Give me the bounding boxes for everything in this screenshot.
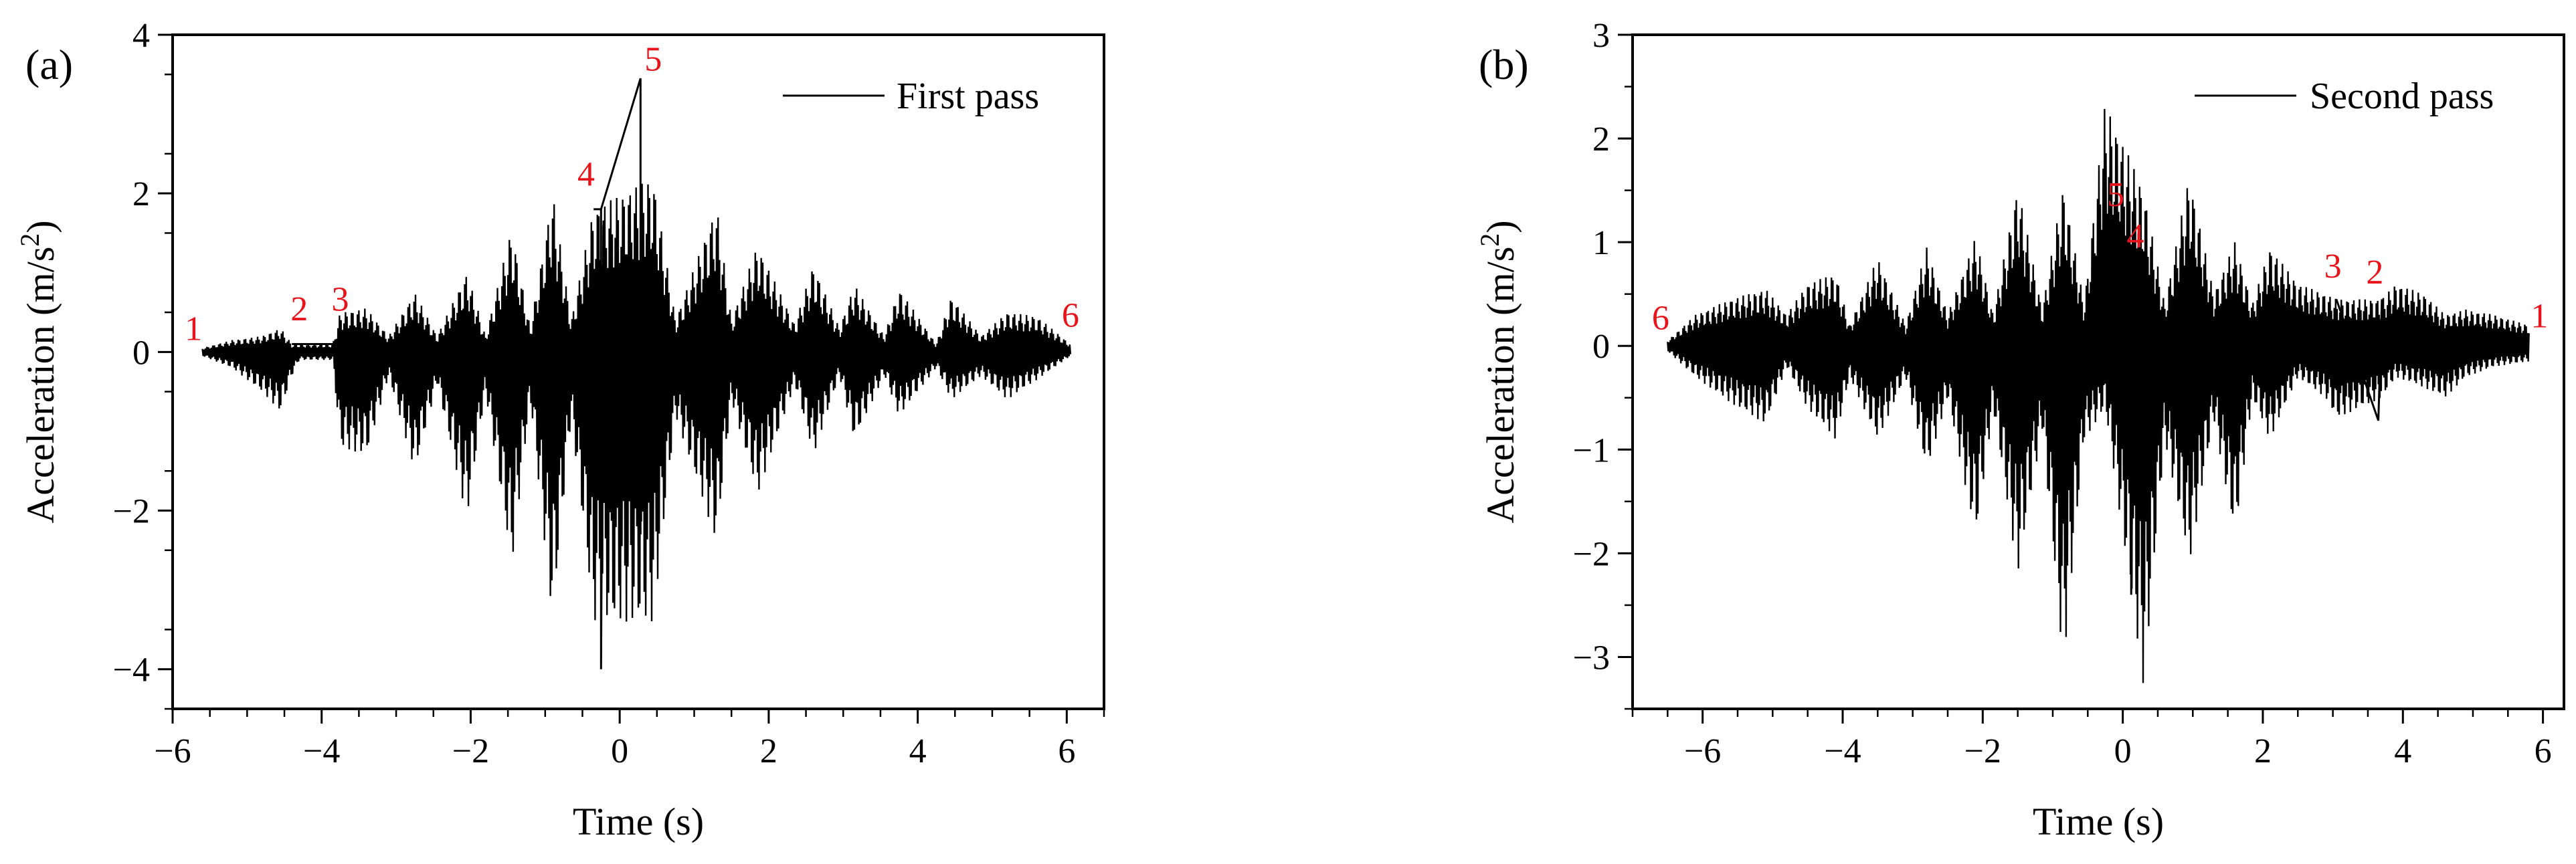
point-label: 1 bbox=[2531, 297, 2548, 335]
point-label: 6 bbox=[1062, 296, 1079, 334]
x-tick-label: 4 bbox=[2394, 732, 2411, 770]
signal-trace bbox=[201, 183, 1072, 622]
y-tick-label: 3 bbox=[1592, 17, 1610, 55]
x-tick-label: −2 bbox=[452, 732, 489, 770]
y-tick-label: 1 bbox=[1592, 224, 1610, 262]
panel-label: (a) bbox=[25, 41, 73, 88]
y-tick-label: −2 bbox=[113, 493, 150, 531]
y-tick-label: −3 bbox=[1573, 639, 1610, 677]
signal-segment bbox=[2108, 221, 2134, 595]
signal-segment bbox=[593, 78, 642, 535]
point-label: 3 bbox=[2324, 247, 2342, 286]
legend: First pass bbox=[783, 76, 1039, 117]
signal-trace bbox=[1667, 108, 2530, 683]
y-tick-label: −4 bbox=[113, 651, 150, 689]
x-tick-label: −4 bbox=[1824, 732, 1861, 770]
y-axis-title: Acceleration (m/s2) bbox=[15, 220, 62, 523]
point-label: 4 bbox=[2126, 217, 2144, 255]
signal-segment bbox=[2335, 298, 2383, 421]
point-label: 6 bbox=[1652, 299, 1669, 337]
plot-frame bbox=[1631, 33, 2565, 710]
plot-frame bbox=[171, 33, 1105, 710]
legend-label: Second pass bbox=[2310, 76, 2494, 117]
x-tick-label: 2 bbox=[2254, 732, 2272, 770]
y-axis-title: Acceleration (m/s2) bbox=[1475, 220, 1522, 523]
x-axis-title: Time (s) bbox=[2033, 800, 2164, 843]
x-tick-label: −6 bbox=[154, 732, 191, 770]
point-label: 2 bbox=[2366, 253, 2383, 292]
x-tick-label: 6 bbox=[2535, 732, 2552, 770]
point-label: 3 bbox=[332, 281, 349, 319]
x-tick-label: −2 bbox=[1964, 732, 2001, 770]
x-tick-label: −6 bbox=[1684, 732, 1721, 770]
y-tick-label: 0 bbox=[132, 334, 150, 372]
point-label: 5 bbox=[2107, 176, 2124, 214]
panel-label: (b) bbox=[1479, 41, 1529, 88]
x-tick-label: 0 bbox=[611, 732, 628, 770]
signal-segment bbox=[600, 209, 605, 669]
y-tick-label: 2 bbox=[1592, 120, 1610, 158]
x-tick-label: 6 bbox=[1058, 732, 1075, 770]
x-tick-label: 0 bbox=[2114, 732, 2132, 770]
x-tick-label: 4 bbox=[909, 732, 927, 770]
y-tick-label: −1 bbox=[1573, 431, 1610, 469]
legend-label: First pass bbox=[897, 76, 1039, 117]
y-tick-label: 4 bbox=[132, 17, 150, 55]
point-label: 5 bbox=[644, 40, 662, 78]
point-label: 2 bbox=[290, 290, 308, 328]
y-tick-label: 0 bbox=[1592, 328, 1610, 366]
point-label: 1 bbox=[185, 310, 202, 348]
y-tick-label: −2 bbox=[1573, 535, 1610, 573]
x-tick-label: −4 bbox=[303, 732, 340, 770]
point-label: 4 bbox=[577, 155, 595, 193]
x-axis-title: Time (s) bbox=[573, 800, 704, 843]
y-tick-label: 2 bbox=[132, 175, 150, 213]
x-tick-label: 2 bbox=[760, 732, 777, 770]
legend: Second pass bbox=[2195, 76, 2494, 117]
